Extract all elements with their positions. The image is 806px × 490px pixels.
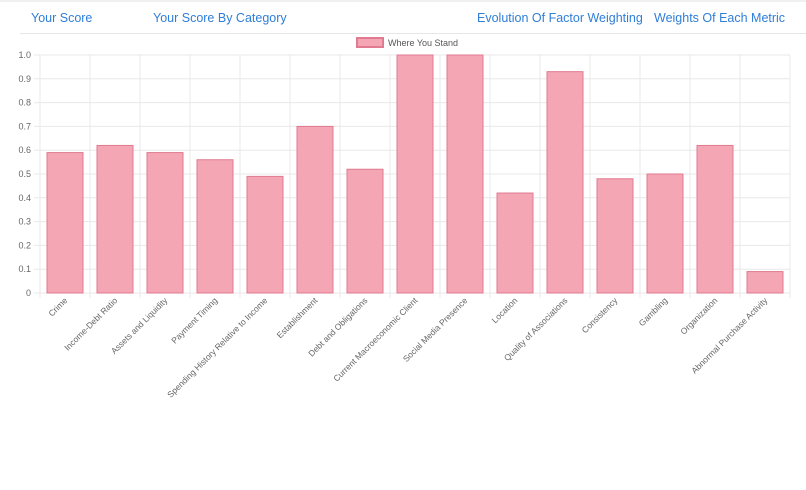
x-tick-label: Income-Debt Ratio xyxy=(62,295,119,352)
y-tick-label: 0.2 xyxy=(18,240,31,250)
nav-divider xyxy=(20,33,806,34)
y-tick-label: 0.5 xyxy=(18,169,31,179)
x-tick-label: Crime xyxy=(46,295,69,318)
nav-factor-evolution-link[interactable]: Evolution Of Factor Weighting xyxy=(477,11,643,25)
nav-your-score-link[interactable]: Your Score xyxy=(31,11,93,25)
x-tick-label: Current Macroeconomic Client xyxy=(331,295,420,384)
legend-swatch xyxy=(356,37,384,48)
x-tick-label: Spending History Relative to Income xyxy=(165,295,269,399)
nav-score-by-category-link[interactable]: Your Score By Category xyxy=(153,11,287,25)
bar[interactable] xyxy=(46,152,84,294)
bar[interactable] xyxy=(646,173,684,294)
bar[interactable] xyxy=(596,178,634,294)
bar[interactable] xyxy=(746,271,784,294)
y-tick-label: 0.1 xyxy=(18,264,31,274)
bar[interactable] xyxy=(546,71,584,294)
top-border xyxy=(0,0,806,2)
bar[interactable] xyxy=(296,125,334,294)
bar[interactable] xyxy=(696,144,734,294)
y-tick-label: 0 xyxy=(26,288,31,298)
x-tick-label: Location xyxy=(490,295,520,325)
y-tick-label: 0.6 xyxy=(18,145,31,155)
x-tick-label: Gambling xyxy=(637,295,670,328)
legend-label[interactable]: Where You Stand xyxy=(388,38,458,48)
x-tick-label: Establishment xyxy=(275,295,320,340)
x-tick-label: Organization xyxy=(678,295,719,336)
y-tick-label: 0.4 xyxy=(18,193,31,203)
y-tick-label: 0.9 xyxy=(18,74,31,84)
y-tick-label: 0.3 xyxy=(18,217,31,227)
bar[interactable] xyxy=(346,168,384,294)
bar[interactable] xyxy=(396,54,434,294)
y-axis: 0 0.1 0.2 0.3 0.4 0.5 0.6 0.7 0.8 0.9 1.0 xyxy=(18,50,31,298)
y-tick-label: 0.8 xyxy=(18,98,31,108)
bar-chart: 0 0.1 0.2 0.3 0.4 0.5 0.6 0.7 0.8 0.9 1.0 CrimeInc… xyxy=(18,37,791,400)
chart-legend: Where You Stand xyxy=(356,37,458,48)
bar[interactable] xyxy=(496,192,534,294)
bar[interactable] xyxy=(96,144,134,294)
bar[interactable] xyxy=(246,175,284,294)
bar[interactable] xyxy=(446,54,484,294)
nav-metric-weights-link[interactable]: Weights Of Each Metric xyxy=(654,11,786,25)
x-tick-label: Payment Timing xyxy=(169,295,219,345)
top-navigation: Your Score Your Score By Category Evolut… xyxy=(0,0,806,34)
chart-bars xyxy=(46,54,784,294)
x-tick-label: Consistency xyxy=(580,295,620,335)
x-tick-label: Assets and Liquidity xyxy=(109,295,170,356)
bar[interactable] xyxy=(196,159,234,294)
y-tick-label: 1.0 xyxy=(18,50,31,60)
bar[interactable] xyxy=(146,152,184,294)
y-tick-label: 0.7 xyxy=(18,121,31,131)
